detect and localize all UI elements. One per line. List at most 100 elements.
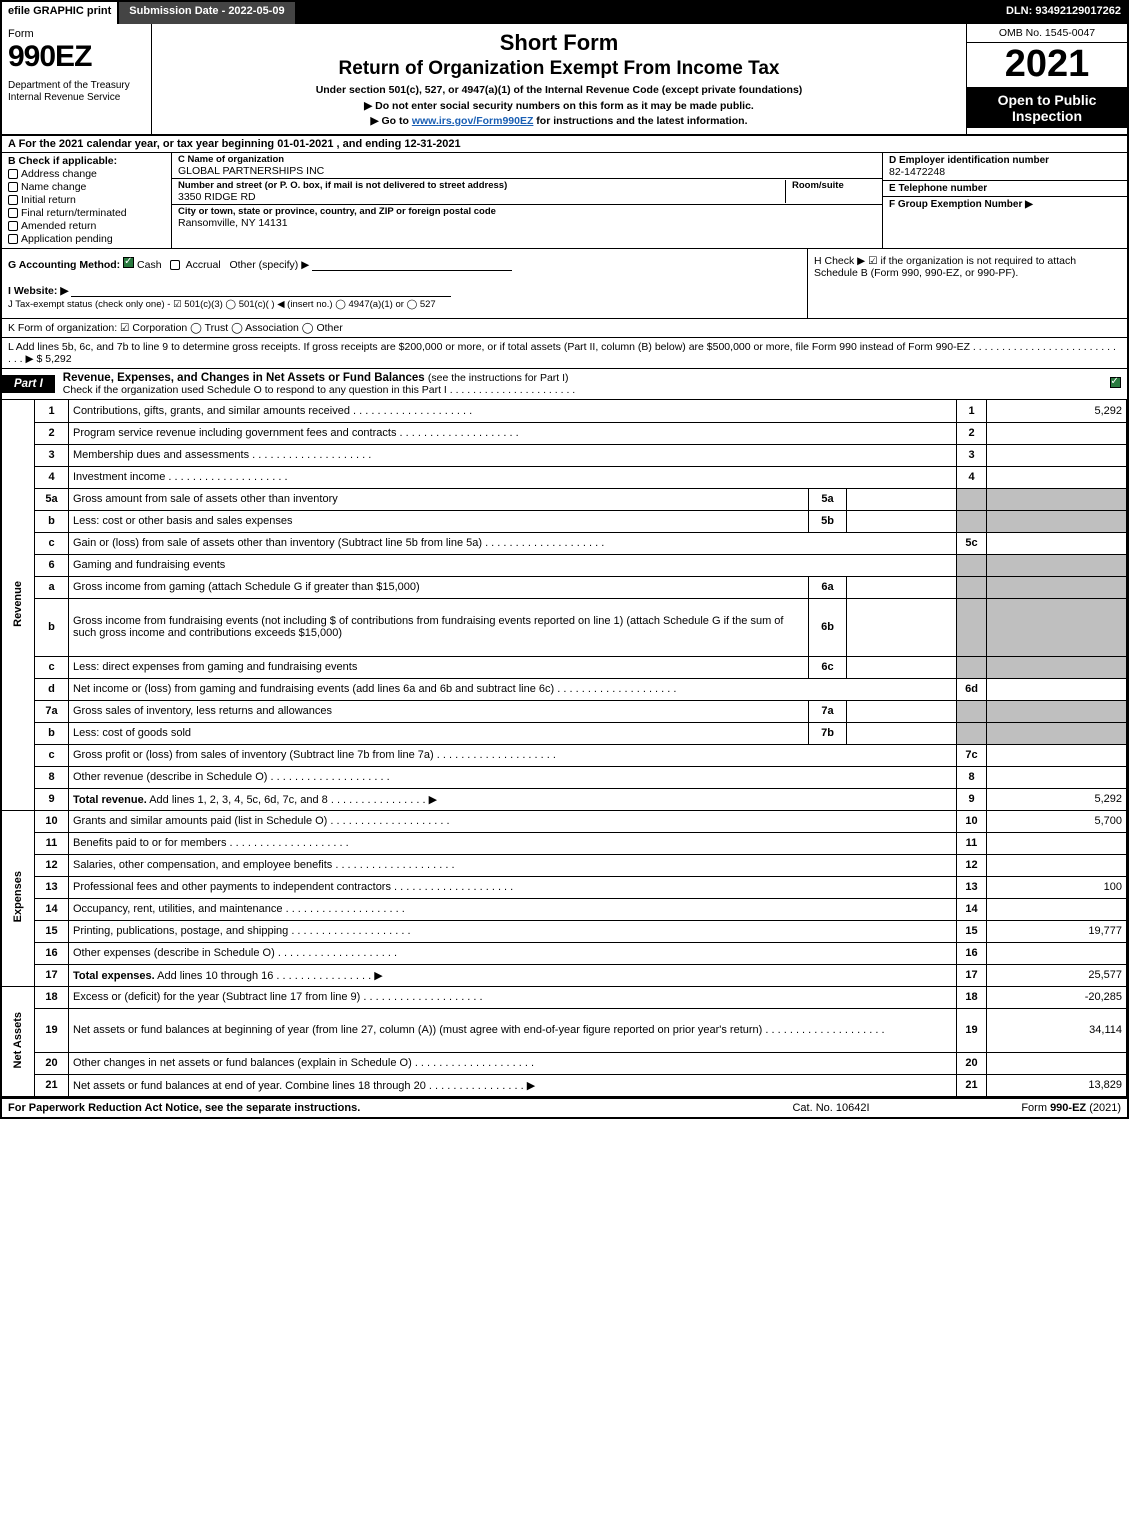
line-row: 20Other changes in net assets or fund ba… <box>2 1052 1127 1074</box>
line-number: 6 <box>35 554 69 576</box>
other-label: Other (specify) ▶ <box>229 259 309 271</box>
checkbox-icon[interactable] <box>8 208 18 218</box>
line-number: c <box>35 532 69 554</box>
line-row: Revenue1Contributions, gifts, grants, an… <box>2 400 1127 422</box>
section-side-label: Net Assets <box>2 986 35 1096</box>
line-number: 19 <box>35 1008 69 1052</box>
output-number <box>957 576 987 598</box>
line-description: Other revenue (describe in Schedule O) .… <box>69 766 957 788</box>
box-b-option: Name change <box>8 181 165 193</box>
subline-value[interactable] <box>847 700 957 722</box>
accrual-checkbox[interactable] <box>170 260 180 270</box>
line-row: 8Other revenue (describe in Schedule O) … <box>2 766 1127 788</box>
other-specify-blank[interactable] <box>312 259 512 271</box>
cash-checkbox-checked[interactable] <box>123 257 134 268</box>
efile-label: efile GRAPHIC print <box>2 2 119 24</box>
subline-value[interactable] <box>847 488 957 510</box>
irs-link[interactable]: www.irs.gov/Form990EZ <box>412 115 534 127</box>
room-suite-label: Room/suite <box>792 180 876 191</box>
output-number <box>957 598 987 656</box>
output-number: 7c <box>957 744 987 766</box>
line-row: dNet income or (loss) from gaming and fu… <box>2 678 1127 700</box>
checkbox-icon[interactable] <box>8 169 18 179</box>
line-number: 17 <box>35 964 69 986</box>
output-value: -20,285 <box>987 986 1127 1008</box>
under-section: Under section 501(c), 527, or 4947(a)(1)… <box>160 84 958 96</box>
output-number: 21 <box>957 1074 987 1096</box>
line-description: Gross sales of inventory, less returns a… <box>69 700 809 722</box>
subline-value[interactable] <box>847 722 957 744</box>
website-blank[interactable] <box>71 285 451 297</box>
part-1-tab: Part I <box>2 375 55 393</box>
line-number: c <box>35 744 69 766</box>
line-number: 20 <box>35 1052 69 1074</box>
open-to-public: Open to Public Inspection <box>967 88 1127 128</box>
output-value <box>987 422 1127 444</box>
line-number: 12 <box>35 854 69 876</box>
checkbox-icon[interactable] <box>8 234 18 244</box>
line-number: 4 <box>35 466 69 488</box>
line-row: 3Membership dues and assessments . . . .… <box>2 444 1127 466</box>
footer-post: (2021) <box>1086 1102 1121 1114</box>
subline-label: 6a <box>809 576 847 598</box>
line-row: 2Program service revenue including gover… <box>2 422 1127 444</box>
output-value <box>987 576 1127 598</box>
ein-label: D Employer identification number <box>889 155 1121 166</box>
line-row: 15Printing, publications, postage, and s… <box>2 920 1127 942</box>
line-row: 17Total expenses. Add lines 10 through 1… <box>2 964 1127 986</box>
page-footer: For Paperwork Reduction Act Notice, see … <box>2 1097 1127 1117</box>
checkbox-icon[interactable] <box>8 182 18 192</box>
line-description: Salaries, other compensation, and employ… <box>69 854 957 876</box>
output-value: 5,292 <box>987 788 1127 810</box>
checkbox-icon[interactable] <box>8 195 18 205</box>
output-number: 18 <box>957 986 987 1008</box>
line-number: 7a <box>35 700 69 722</box>
subline-label: 6b <box>809 598 847 656</box>
group-exemption-label: F Group Exemption Number ▶ <box>889 199 1121 210</box>
main-title: Return of Organization Exempt From Incom… <box>160 58 958 80</box>
line-number: 10 <box>35 810 69 832</box>
box-b-option-label: Application pending <box>21 233 113 245</box>
line-description: Investment income . . . . . . . . . . . … <box>69 466 957 488</box>
output-number <box>957 554 987 576</box>
line-description: Professional fees and other payments to … <box>69 876 957 898</box>
output-value: 25,577 <box>987 964 1127 986</box>
paperwork-notice: For Paperwork Reduction Act Notice, see … <box>8 1102 741 1114</box>
output-value: 5,700 <box>987 810 1127 832</box>
line-row: 5aGross amount from sale of assets other… <box>2 488 1127 510</box>
section-bc: B Check if applicable: Address changeNam… <box>2 153 1127 249</box>
box-d: D Employer identification number 82-1472… <box>883 153 1127 181</box>
line-row: 4Investment income . . . . . . . . . . .… <box>2 466 1127 488</box>
checkbox-icon[interactable] <box>8 221 18 231</box>
subline-value[interactable] <box>847 576 957 598</box>
header-right: OMB No. 1545-0047 2021 Open to Public In… <box>967 24 1127 134</box>
form-number: 990EZ <box>8 40 145 74</box>
line-description: Gain or (loss) from sale of assets other… <box>69 532 957 554</box>
line-number: b <box>35 598 69 656</box>
box-b-option-label: Final return/terminated <box>21 207 127 219</box>
omb-number: OMB No. 1545-0047 <box>967 24 1127 43</box>
output-number: 5c <box>957 532 987 554</box>
form-990ez-page: efile GRAPHIC print Submission Date - 20… <box>0 0 1129 1119</box>
line-row: cGain or (loss) from sale of assets othe… <box>2 532 1127 554</box>
output-number: 12 <box>957 854 987 876</box>
line-number: 8 <box>35 766 69 788</box>
output-value <box>987 656 1127 678</box>
subline-value[interactable] <box>847 510 957 532</box>
output-number: 3 <box>957 444 987 466</box>
subline-value[interactable] <box>847 598 957 656</box>
box-b-option-label: Amended return <box>21 220 96 232</box>
j-tax-exempt-status: J Tax-exempt status (check only one) - ☑… <box>8 299 801 310</box>
line-description: Less: direct expenses from gaming and fu… <box>69 656 809 678</box>
subline-value[interactable] <box>847 656 957 678</box>
line-description: Less: cost of goods sold <box>69 722 809 744</box>
c-street-label: Number and street (or P. O. box, if mail… <box>178 180 779 191</box>
line-row: bLess: cost or other basis and sales exp… <box>2 510 1127 532</box>
part-1-checkbox[interactable] <box>1103 377 1127 391</box>
line-description: Gross amount from sale of assets other t… <box>69 488 809 510</box>
line-description: Occupancy, rent, utilities, and maintena… <box>69 898 957 920</box>
line-row: cLess: direct expenses from gaming and f… <box>2 656 1127 678</box>
form-header: Form 990EZ Department of the Treasury In… <box>2 24 1127 136</box>
subline-label: 5b <box>809 510 847 532</box>
line-number: d <box>35 678 69 700</box>
